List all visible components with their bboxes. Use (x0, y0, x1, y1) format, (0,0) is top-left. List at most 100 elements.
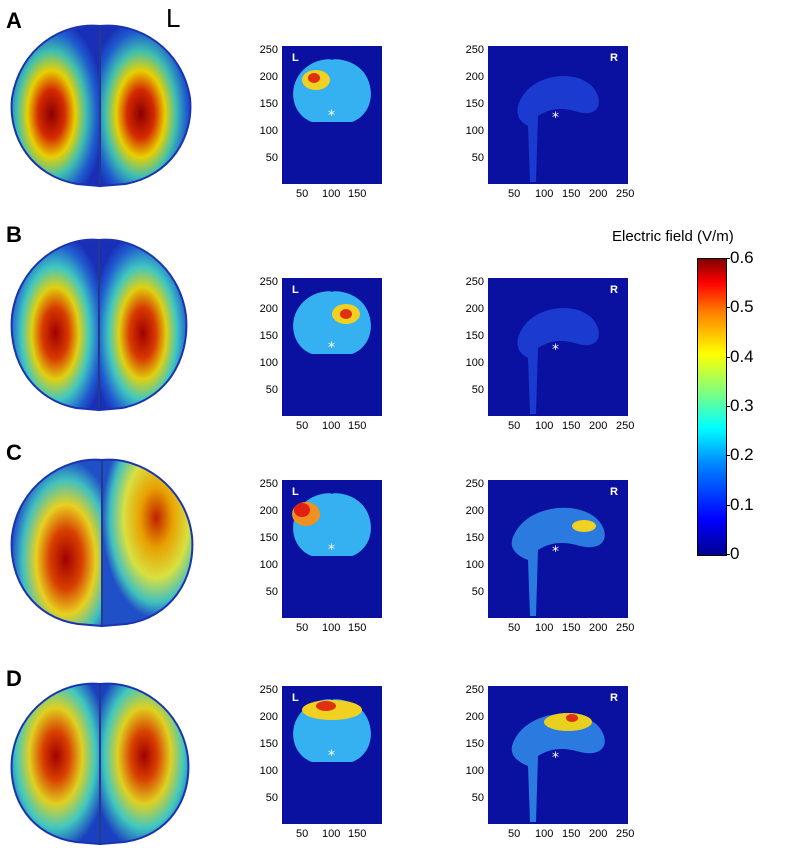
coronal-y-tick-c: 150 (259, 532, 278, 544)
coronal-y-tick-a: 200 (259, 71, 278, 83)
sagittal-y-tick-a: 150 (465, 98, 484, 110)
coronal-y-tick-d: 150 (259, 738, 278, 750)
sagittal-x-tick-c: 100 (535, 622, 554, 634)
sagittal-y-tick-a: 50 (471, 152, 484, 164)
colorbar-tick-label: 0.1 (730, 494, 754, 514)
sagittal-y-tick-a: 200 (465, 71, 484, 83)
svg-text:*: * (328, 108, 335, 124)
coronal-y-tick-d: 250 (259, 684, 278, 696)
coronal-x-tick-b: 150 (348, 420, 367, 432)
sagittal-y-tick-c: 100 (465, 559, 484, 571)
colorbar-tick-mark (726, 554, 730, 555)
coronal-y-tick-c: 50 (265, 586, 278, 598)
sagittal-y-tick-a: 250 (465, 44, 484, 56)
coronal-left-label-b: L (292, 284, 299, 296)
brain-render-d (10, 682, 190, 846)
coronal-y-tick-b: 150 (259, 330, 278, 342)
sagittal-y-tick-b: 100 (465, 357, 484, 369)
colorbar-tick-mark (726, 455, 730, 457)
coronal-y-tick-a: 50 (265, 152, 278, 164)
sagittal-y-tick-d: 200 (465, 711, 484, 723)
colorbar-tick-label: 0.6 (730, 248, 754, 267)
svg-text:*: * (552, 342, 559, 358)
brain-render-c (10, 458, 194, 628)
sagittal-x-tick-b: 250 (616, 420, 635, 432)
coronal-x-tick-b: 100 (322, 420, 341, 432)
coronal-x-tick-c: 150 (348, 622, 367, 634)
sagittal-x-tick-c: 200 (589, 622, 608, 634)
sagittal-x-tick-d: 250 (616, 828, 635, 840)
sagittal-y-tick-b: 150 (465, 330, 484, 342)
sagittal-y-tick-d: 250 (465, 684, 484, 696)
coronal-y-tick-a: 100 (259, 125, 278, 137)
svg-text:*: * (552, 110, 559, 126)
sagittal-right-label-d: R (610, 692, 618, 704)
sagittal-x-tick-a: 50 (508, 188, 521, 200)
sagittal-x-tick-a: 100 (535, 188, 554, 200)
sagittal-y-tick-a: 100 (465, 125, 484, 137)
brain-render-a (10, 24, 192, 188)
sagittal-y-tick-c: 250 (465, 478, 484, 490)
coronal-y-tick-c: 200 (259, 505, 278, 517)
panel-label-a: A (6, 8, 22, 33)
sagittal-slice-d: * R (488, 686, 628, 824)
coronal-y-tick-d: 200 (259, 711, 278, 723)
coronal-left-label-d: L (292, 692, 299, 704)
sagittal-x-tick-b: 50 (508, 420, 521, 432)
sagittal-x-tick-a: 200 (589, 188, 608, 200)
sagittal-y-tick-b: 200 (465, 303, 484, 315)
colorbar-title: Electric field (V/m) (612, 228, 734, 245)
svg-text:*: * (328, 748, 335, 764)
sagittal-x-tick-d: 100 (535, 828, 554, 840)
colorbar-tick-mark (726, 258, 730, 259)
coronal-slice-d: * L (282, 686, 382, 824)
coronal-x-tick-d: 150 (348, 828, 367, 840)
sagittal-right-label-b: R (610, 284, 618, 296)
sagittal-x-tick-c: 150 (562, 622, 581, 634)
colorbar (697, 258, 727, 556)
sagittal-y-tick-d: 100 (465, 765, 484, 777)
coronal-y-tick-b: 100 (259, 357, 278, 369)
sagittal-x-tick-b: 200 (589, 420, 608, 432)
coronal-slice-a: * L (282, 46, 382, 184)
coronal-y-tick-d: 50 (265, 792, 278, 804)
left-hemisphere-marker: L (166, 3, 181, 33)
coronal-slice-c: * L (282, 480, 382, 618)
coronal-y-tick-c: 250 (259, 478, 278, 490)
coronal-x-tick-a: 100 (322, 188, 341, 200)
svg-text:*: * (328, 340, 335, 356)
coronal-x-tick-b: 50 (296, 420, 309, 432)
panel-label-c: C (6, 440, 22, 465)
panel-label-d: D (6, 666, 22, 691)
colorbar-tick-mark (726, 356, 730, 358)
sagittal-y-tick-c: 200 (465, 505, 484, 517)
sagittal-y-tick-c: 150 (465, 532, 484, 544)
brain-render-b (10, 238, 188, 412)
sagittal-x-tick-a: 150 (562, 188, 581, 200)
svg-text:*: * (552, 750, 559, 766)
colorbar-tick-label: 0.4 (730, 346, 754, 366)
sagittal-x-tick-d: 200 (589, 828, 608, 840)
svg-text:*: * (328, 542, 335, 558)
coronal-x-tick-d: 50 (296, 828, 309, 840)
coronal-x-tick-c: 100 (322, 622, 341, 634)
coronal-y-tick-b: 200 (259, 303, 278, 315)
sagittal-y-tick-b: 250 (465, 276, 484, 288)
sagittal-x-tick-d: 150 (562, 828, 581, 840)
sagittal-x-tick-c: 50 (508, 622, 521, 634)
colorbar-tick-mark (726, 504, 730, 506)
sagittal-right-label-a: R (610, 52, 618, 64)
coronal-y-tick-d: 100 (259, 765, 278, 777)
sagittal-x-tick-d: 50 (508, 828, 521, 840)
sagittal-y-tick-d: 150 (465, 738, 484, 750)
coronal-slice-b: * L (282, 278, 382, 416)
sagittal-x-tick-b: 100 (535, 420, 554, 432)
coronal-left-label-a: L (292, 52, 299, 64)
coronal-y-tick-c: 100 (259, 559, 278, 571)
coronal-y-tick-b: 50 (265, 384, 278, 396)
colorbar-tick-label: 0.2 (730, 445, 754, 465)
coronal-x-tick-d: 100 (322, 828, 341, 840)
colorbar-tick-mark (726, 307, 730, 309)
coronal-x-tick-c: 50 (296, 622, 309, 634)
sagittal-slice-c: * R (488, 480, 628, 618)
